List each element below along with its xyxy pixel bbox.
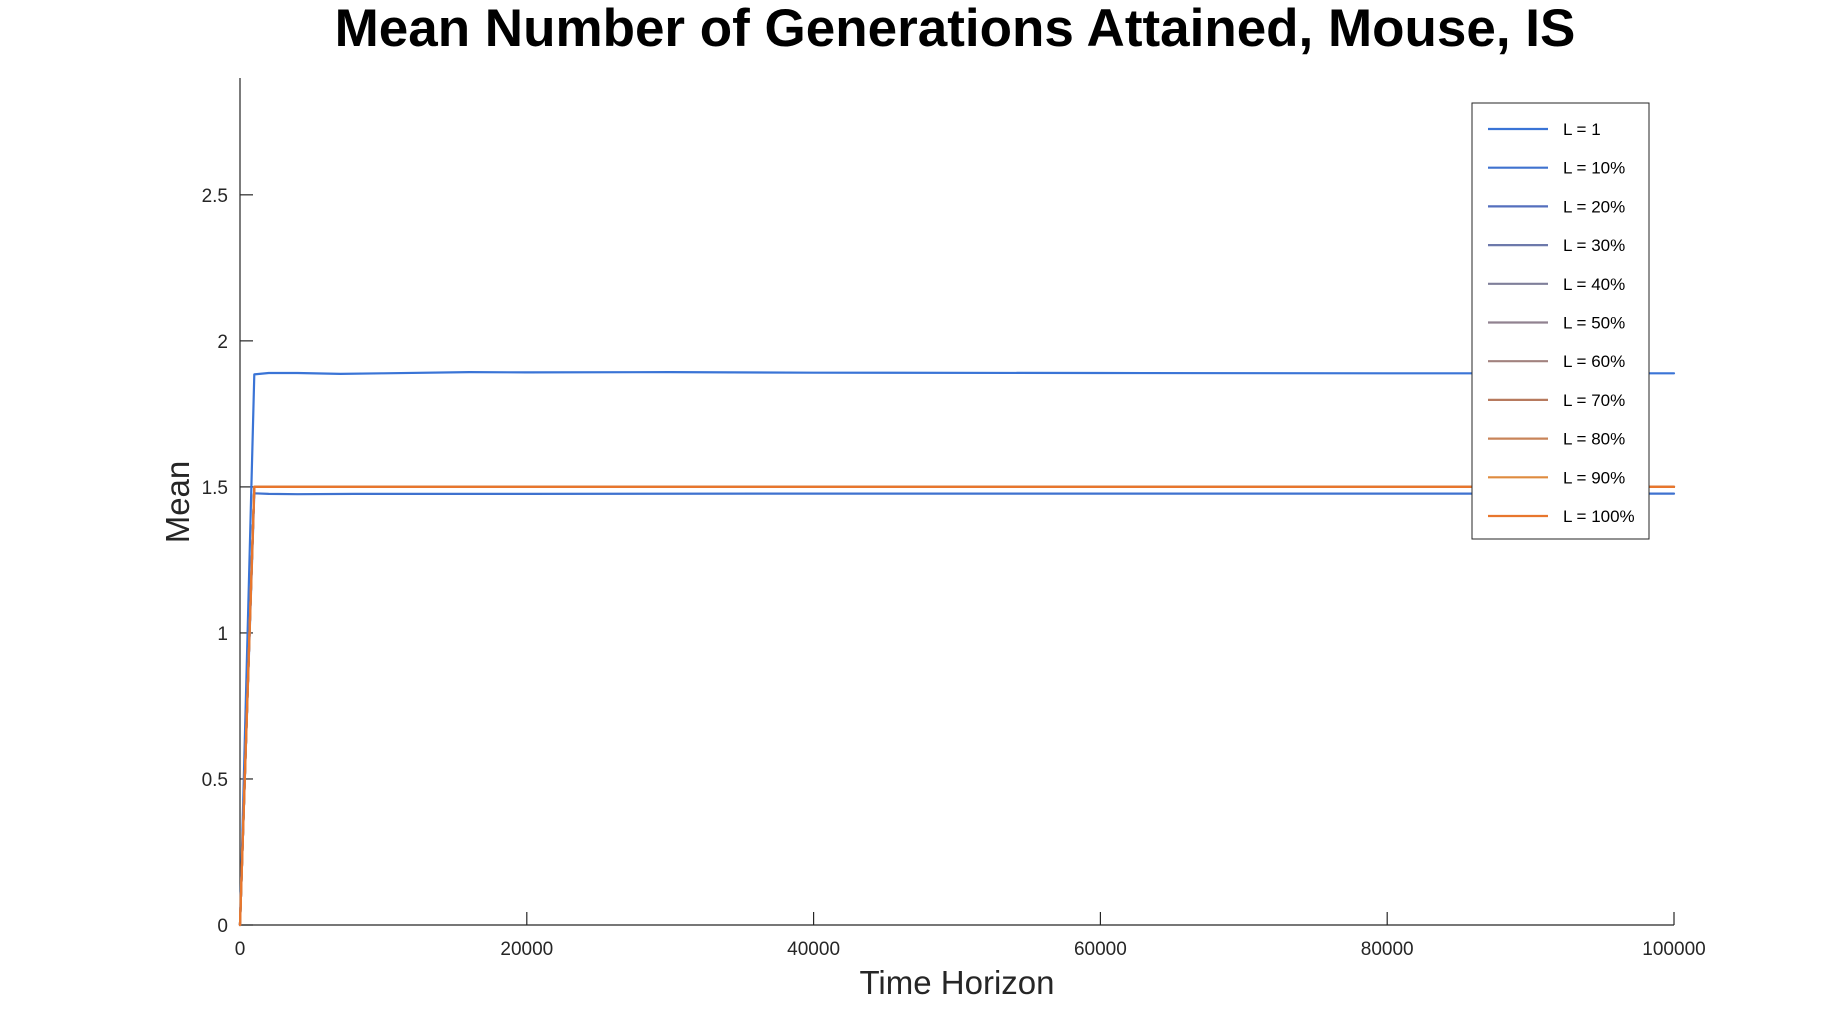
legend-label: L = 80% xyxy=(1563,430,1625,449)
series-line-5 xyxy=(238,485,1676,927)
legend: L = 1 L = 10% L = 20% L = 30% L = 40% L = 50%… xyxy=(1471,102,1650,540)
series-line-2 xyxy=(238,492,1676,927)
x-tick-label: 100000 xyxy=(1642,939,1705,960)
x-axis-label: Time Horizon xyxy=(860,964,1055,1001)
axes xyxy=(239,78,1674,926)
legend-label: L = 70% xyxy=(1563,391,1625,410)
series-line-11 xyxy=(238,485,1676,927)
y-tick-label: 2 xyxy=(217,332,228,353)
legend-box xyxy=(1471,102,1650,540)
series-line-9 xyxy=(238,485,1676,927)
series-line-4 xyxy=(238,485,1676,927)
x-tick-label: 60000 xyxy=(1074,939,1127,960)
legend-items: L = 1 L = 10% L = 20% L = 30% L = 40% L = 50%… xyxy=(1488,120,1635,526)
y-axis-label: Mean xyxy=(159,461,196,544)
plot-series xyxy=(238,371,1676,927)
y-tick-label: 1.5 xyxy=(202,478,228,499)
y-tick-label: 2.5 xyxy=(202,186,228,207)
legend-label: L = 60% xyxy=(1563,352,1625,371)
series-line-7 xyxy=(238,485,1676,927)
series-line-6 xyxy=(238,485,1676,927)
x-tick-label: 80000 xyxy=(1361,939,1414,960)
legend-label: L = 100% xyxy=(1563,507,1635,526)
y-tick-label: 0.5 xyxy=(202,770,228,791)
legend-label: L = 50% xyxy=(1563,314,1625,333)
legend-label: L = 10% xyxy=(1563,159,1625,178)
y-tick-label: 0 xyxy=(217,916,228,937)
series-line-1 xyxy=(238,371,1676,927)
series-line-3 xyxy=(238,485,1676,927)
x-tick-label: 0 xyxy=(235,939,246,960)
y-tick-label: 1 xyxy=(217,624,228,645)
legend-label: L = 90% xyxy=(1563,468,1625,487)
legend-label: L = 40% xyxy=(1563,275,1625,294)
legend-label: L = 30% xyxy=(1563,236,1625,255)
legend-label: L = 20% xyxy=(1563,197,1625,216)
x-tick-label: 20000 xyxy=(500,939,553,960)
chart-title: Mean Number of Generations Attained, Mou… xyxy=(335,0,1576,58)
series-line-10 xyxy=(238,485,1676,927)
series-line-8 xyxy=(238,485,1676,927)
x-tick-label: 40000 xyxy=(787,939,840,960)
legend-label: L = 1 xyxy=(1563,120,1601,139)
